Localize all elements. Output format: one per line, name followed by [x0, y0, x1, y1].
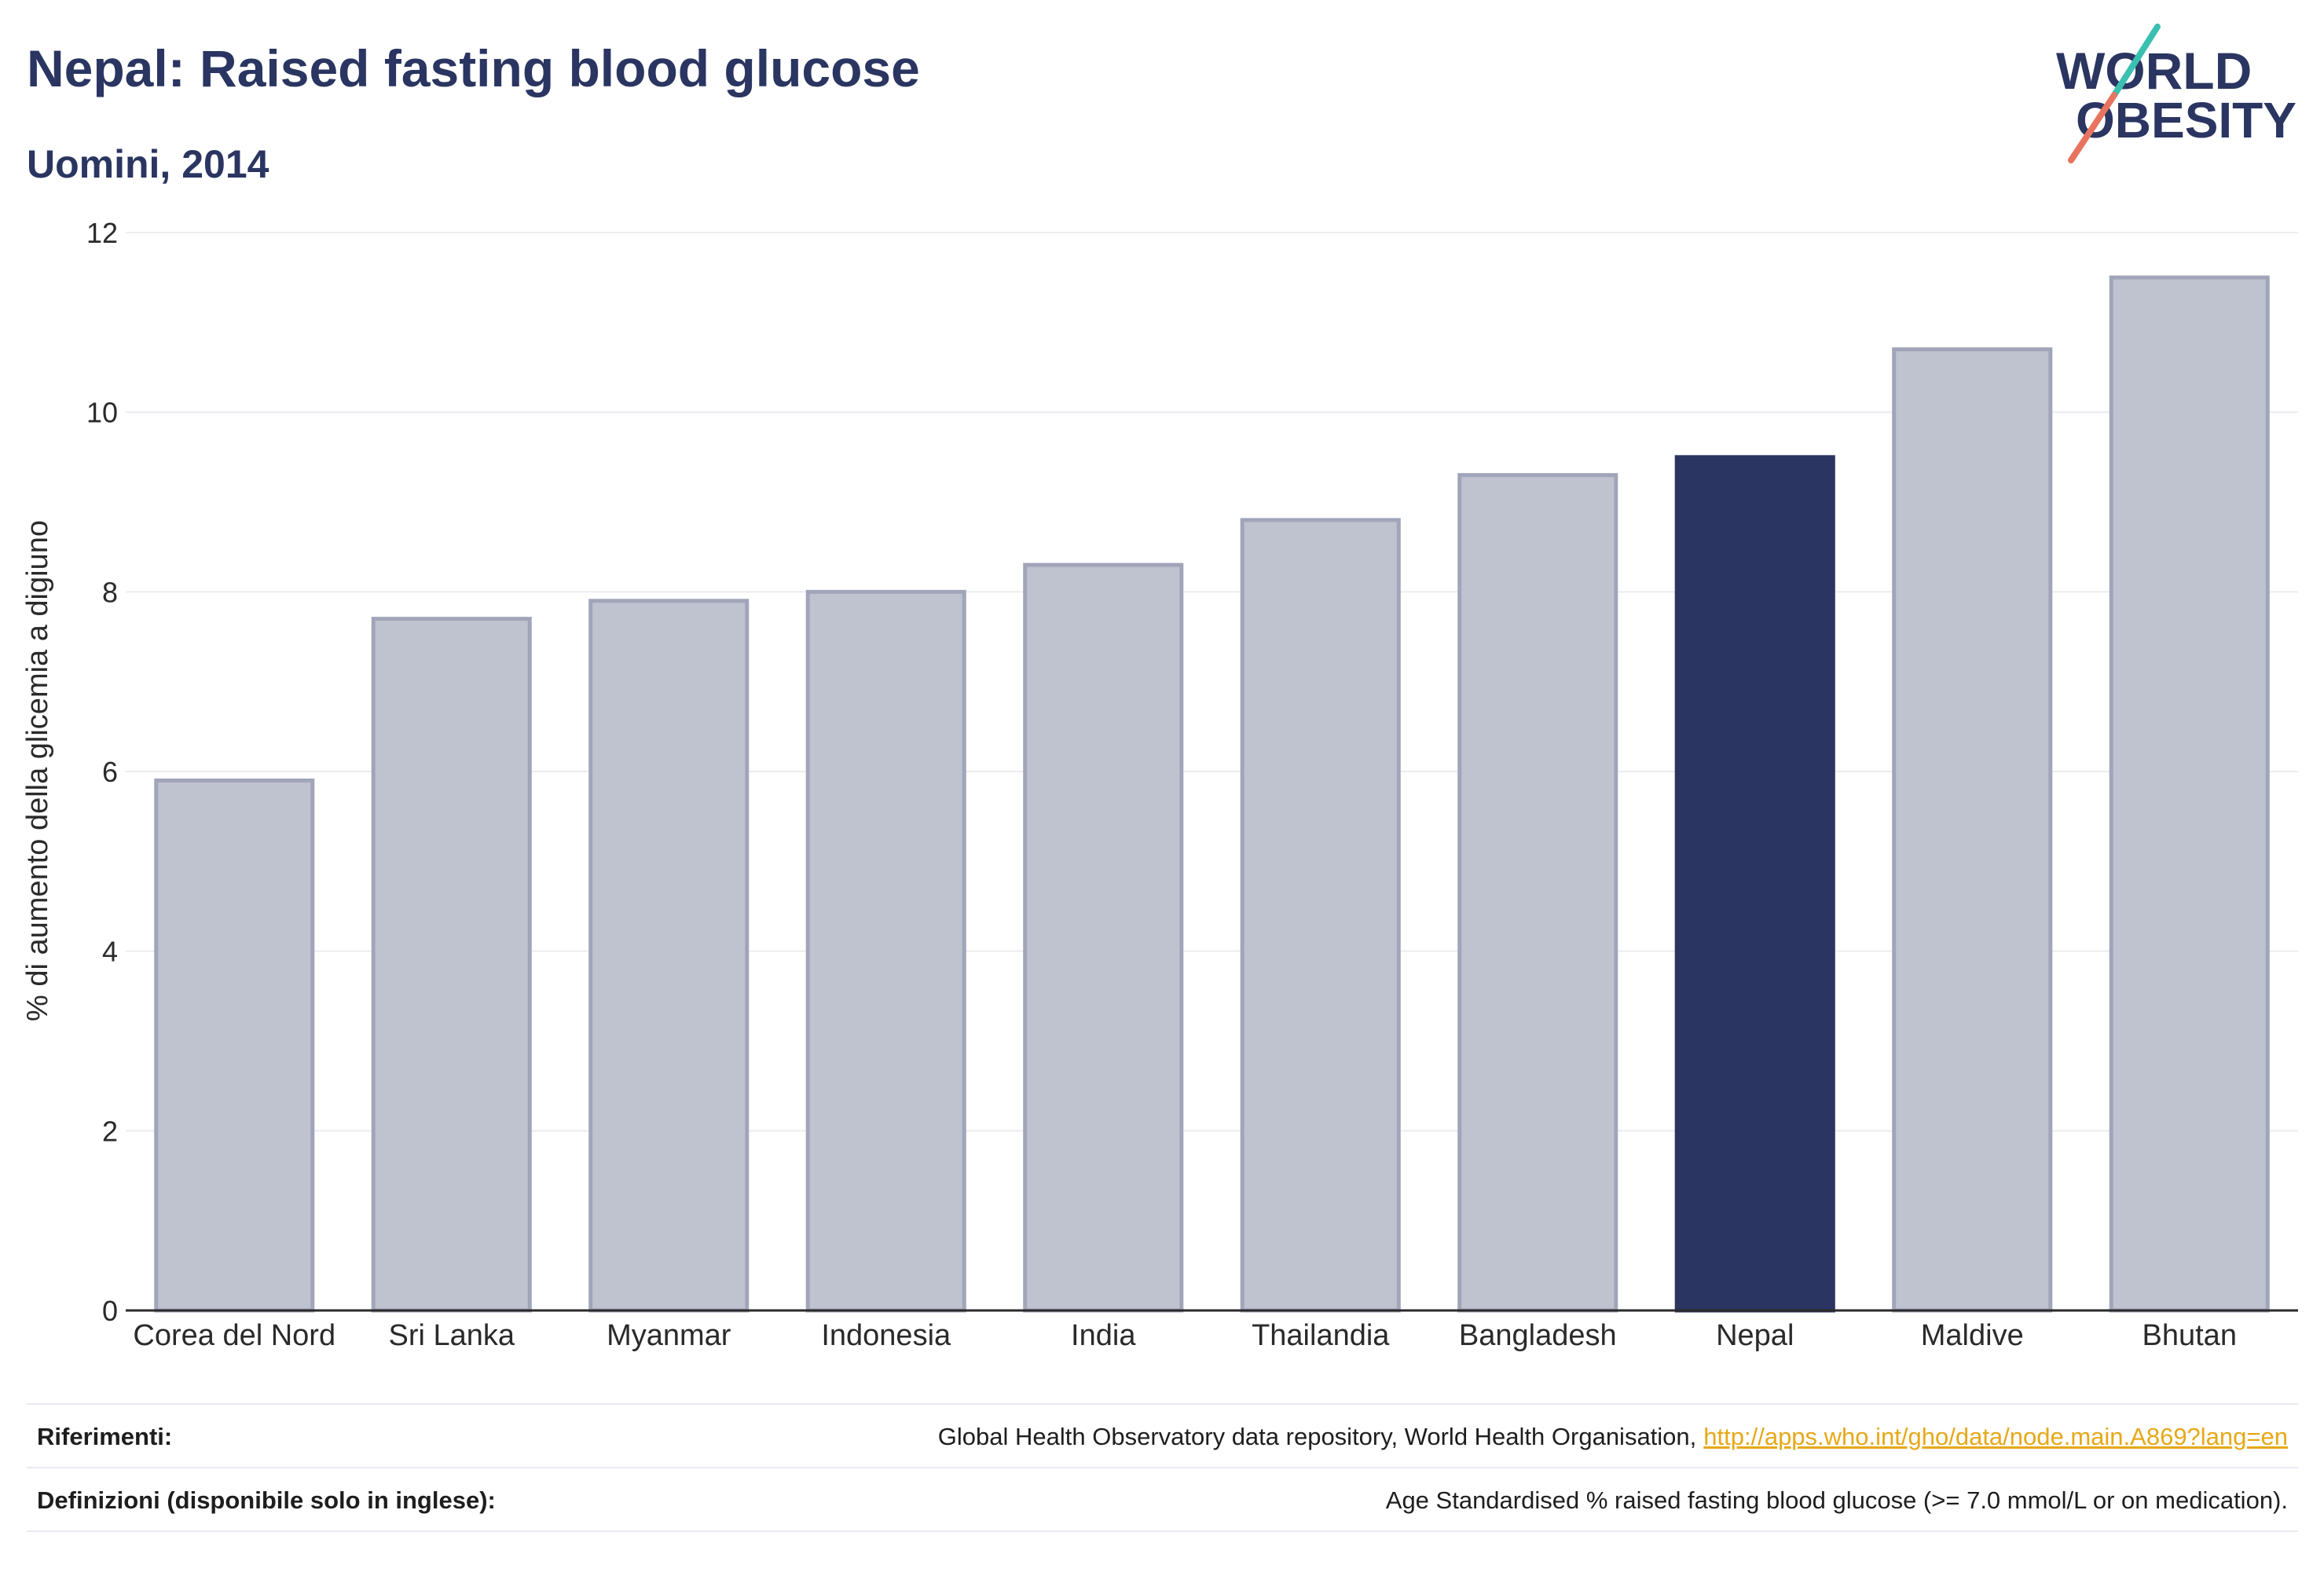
- logo-slash-coral: [2068, 92, 2117, 163]
- x-tick-label: Thailandia: [1252, 1319, 1390, 1352]
- bar: [2109, 275, 2270, 1313]
- y-tick-label: 8: [102, 576, 118, 608]
- bar: [805, 589, 966, 1313]
- page-subtitle: Uomini, 2014: [27, 142, 269, 186]
- y-tick-label: 10: [86, 397, 118, 429]
- y-tick-labels: 0 2 4 6 8 10 12: [86, 217, 118, 1327]
- y-tick-label: 0: [102, 1295, 118, 1327]
- x-tick-label: Myanmar: [607, 1319, 731, 1352]
- bar: [154, 778, 315, 1313]
- x-tick-label: Corea del Nord: [133, 1319, 335, 1352]
- x-tick-label: Nepal: [1716, 1319, 1794, 1352]
- footer-divider-middle: [27, 1467, 2298, 1468]
- definitions-label: Definizioni (disponibile solo in inglese…: [37, 1486, 496, 1514]
- logo-line1: WORLD: [2056, 42, 2252, 100]
- bar: [371, 617, 532, 1313]
- footer-divider-top: [27, 1403, 2298, 1405]
- footer-references-row: Riferimenti: Global Health Observatory d…: [27, 1405, 2298, 1468]
- references-link[interactable]: http://apps.who.int/gho/data/node.main.A…: [1703, 1423, 2288, 1450]
- page-title: Nepal: Raised fasting blood glucose: [27, 39, 920, 97]
- y-tick-label: 6: [102, 756, 118, 788]
- y-tick-label: 12: [86, 217, 118, 249]
- x-tick-label: India: [1071, 1319, 1136, 1352]
- bar: [588, 599, 750, 1313]
- bar-chart: 0 2 4 6 8 10 12 Corea del Nord Sri Lanka Myanmar…: [21, 217, 2298, 1352]
- world-obesity-logo: WORLD OBESITY: [2056, 24, 2297, 163]
- x-tick-label: Bangladesh: [1459, 1319, 1617, 1352]
- footer-divider-bottom: [27, 1530, 2298, 1532]
- x-tick-labels: Corea del Nord Sri Lanka Myanmar Indonesia I…: [133, 1319, 2237, 1352]
- bar: [1240, 518, 1401, 1313]
- footer-definitions-row: Definizioni (disponibile solo in inglese…: [27, 1468, 2298, 1532]
- x-tick-label: Maldive: [1921, 1319, 2024, 1352]
- y-tick-label: 2: [102, 1115, 118, 1147]
- y-axis-label: % di aumento della glicemia a digiuno: [21, 520, 54, 1021]
- bars: [154, 275, 2270, 1313]
- references-text: Global Health Observatory data repositor…: [937, 1423, 1697, 1450]
- y-tick-label: 4: [102, 936, 118, 968]
- x-tick-label: Indonesia: [821, 1319, 951, 1352]
- x-tick-label: Sri Lanka: [388, 1319, 515, 1352]
- bar: [1892, 347, 2053, 1313]
- x-tick-label: Bhutan: [2143, 1319, 2237, 1352]
- bar: [1457, 473, 1618, 1313]
- bar-highlighted: [1674, 455, 1835, 1313]
- references-content: Global Health Observatory data repositor…: [938, 1424, 2288, 1449]
- references-label: Riferimenti:: [37, 1423, 173, 1450]
- definitions-text: Age Standardised % raised fasting blood …: [1385, 1486, 2288, 1514]
- bar: [1023, 563, 1184, 1313]
- logo-slash-teal: [2111, 24, 2161, 98]
